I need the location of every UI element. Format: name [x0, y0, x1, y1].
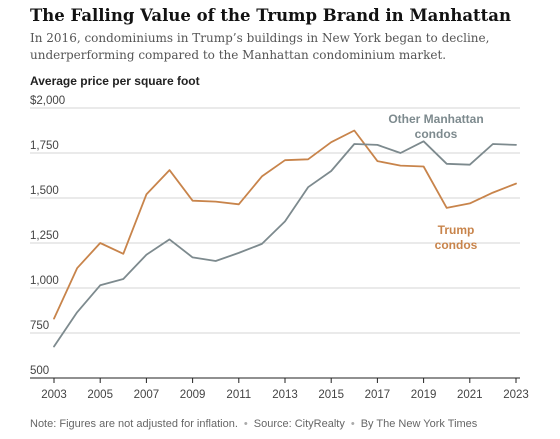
footer-separator: •	[243, 418, 248, 430]
x-tick-label: 2007	[134, 389, 160, 401]
series-label-line: Other Manhattan	[388, 112, 483, 126]
x-tick-label: 2011	[226, 389, 251, 401]
chart-subtitle: In 2016, condominiums in Trump’s buildin…	[30, 31, 490, 62]
y-tick-label: 1,500	[30, 185, 59, 197]
x-tick-label: 2003	[41, 389, 67, 401]
series-label: Trump condos	[435, 223, 478, 252]
y-axis-label: Average price per square foot	[30, 74, 200, 88]
x-tick-label: 2021	[457, 389, 483, 401]
footer-source: Source: CityRealty	[253, 418, 345, 430]
chart-title: The Falling Value of the Trump Brand in …	[30, 6, 511, 25]
x-tick-label: 2013	[272, 389, 298, 401]
x-tick-label: 2017	[365, 389, 391, 401]
footer-separator: •	[350, 418, 355, 430]
y-tick-label: $2,000	[30, 95, 65, 107]
y-tick-label: 1,250	[30, 230, 59, 242]
y-tick-label: 750	[30, 320, 49, 332]
y-tick-label: 1,000	[30, 275, 59, 287]
x-tick-label: 2009	[180, 389, 206, 401]
series-label-line: Trump	[438, 223, 475, 237]
x-tick-label: 2023	[503, 389, 529, 401]
footer-credit: By The New York Times	[360, 418, 478, 430]
series-line	[53, 129, 517, 320]
footer-note: Note: Figures are not adjusted for infla…	[30, 418, 238, 430]
x-tick-label: 2019	[411, 389, 437, 401]
y-tick-label: 500	[30, 365, 49, 377]
series-label-line: condos	[435, 238, 478, 252]
x-tick-label: 2015	[318, 389, 344, 401]
x-tick-label: 2005	[87, 389, 113, 401]
series-label: Other Manhattan condos	[388, 112, 483, 141]
series-label-line: condos	[415, 127, 458, 141]
y-tick-label: 1,750	[30, 140, 59, 152]
footer: Note: Figures are not adjusted for infla…	[30, 418, 477, 430]
series-line	[53, 140, 517, 348]
